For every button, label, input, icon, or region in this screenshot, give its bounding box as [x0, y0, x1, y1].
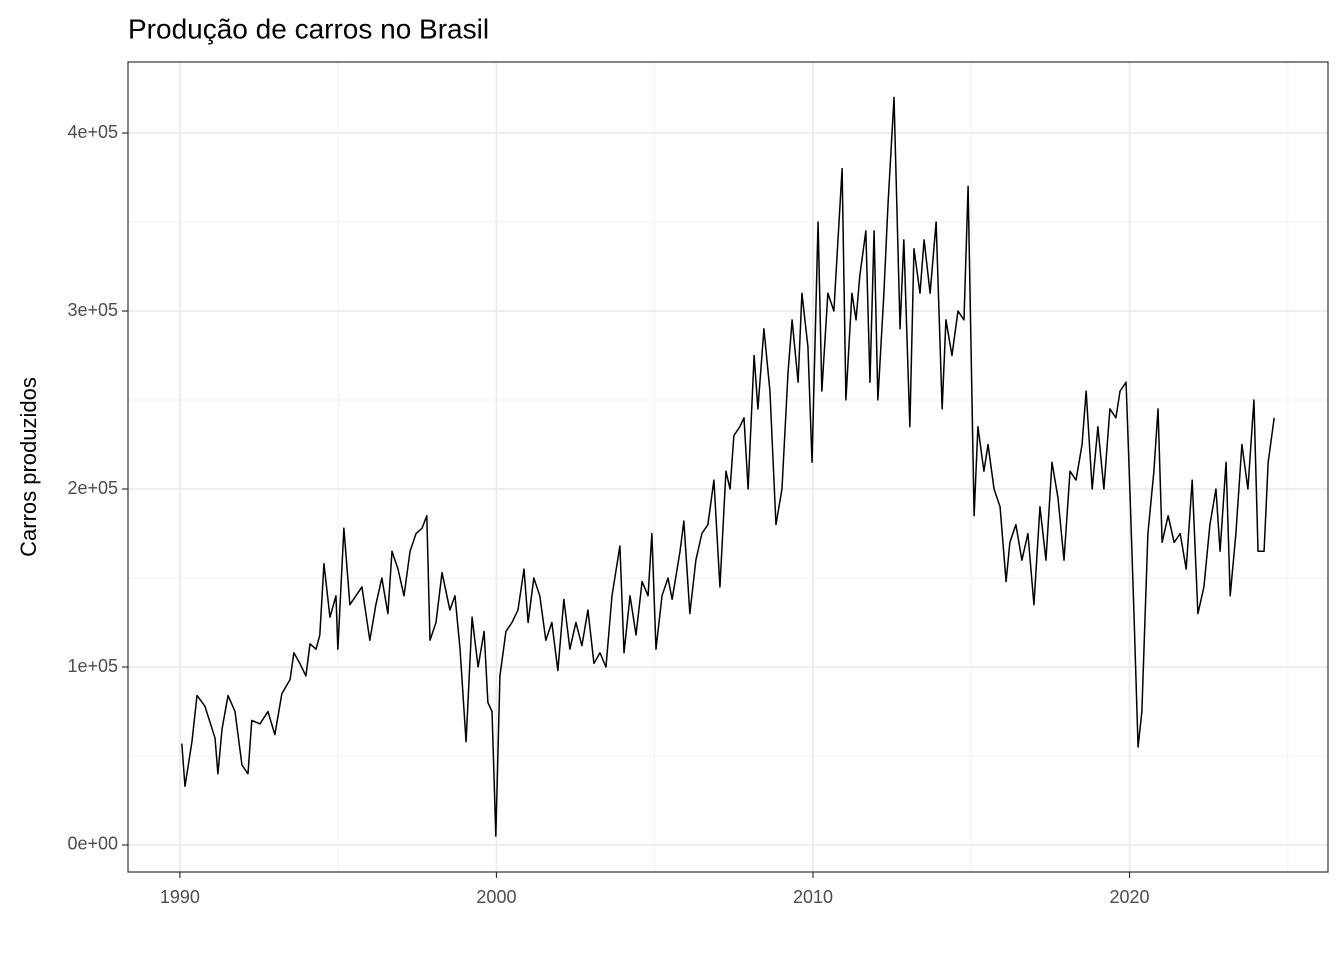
panel-border [127, 61, 1329, 873]
line-series [181, 96, 1275, 837]
plot-area [181, 96, 1275, 837]
chart-title: Produção de carros no Brasil [128, 13, 489, 44]
y-tick-label: 3e+05 [67, 300, 118, 320]
x-tick-label: 1990 [160, 887, 200, 907]
x-tick-label: 2010 [793, 887, 833, 907]
y-tick-label: 4e+05 [67, 122, 118, 142]
y-tick-label: 1e+05 [67, 656, 118, 676]
grid [128, 62, 1328, 872]
x-tick-label: 2020 [1110, 887, 1150, 907]
x-tick-label: 2000 [476, 887, 516, 907]
axes: 1990 2000 2010 2020 0e+00 1e+05 2e+05 3e+05 4e+0… [67, 122, 1149, 907]
y-tick-label: 2e+05 [67, 478, 118, 498]
y-tick-label: 0e+00 [67, 834, 118, 854]
y-axis-label: Carros produzidos [16, 377, 41, 557]
